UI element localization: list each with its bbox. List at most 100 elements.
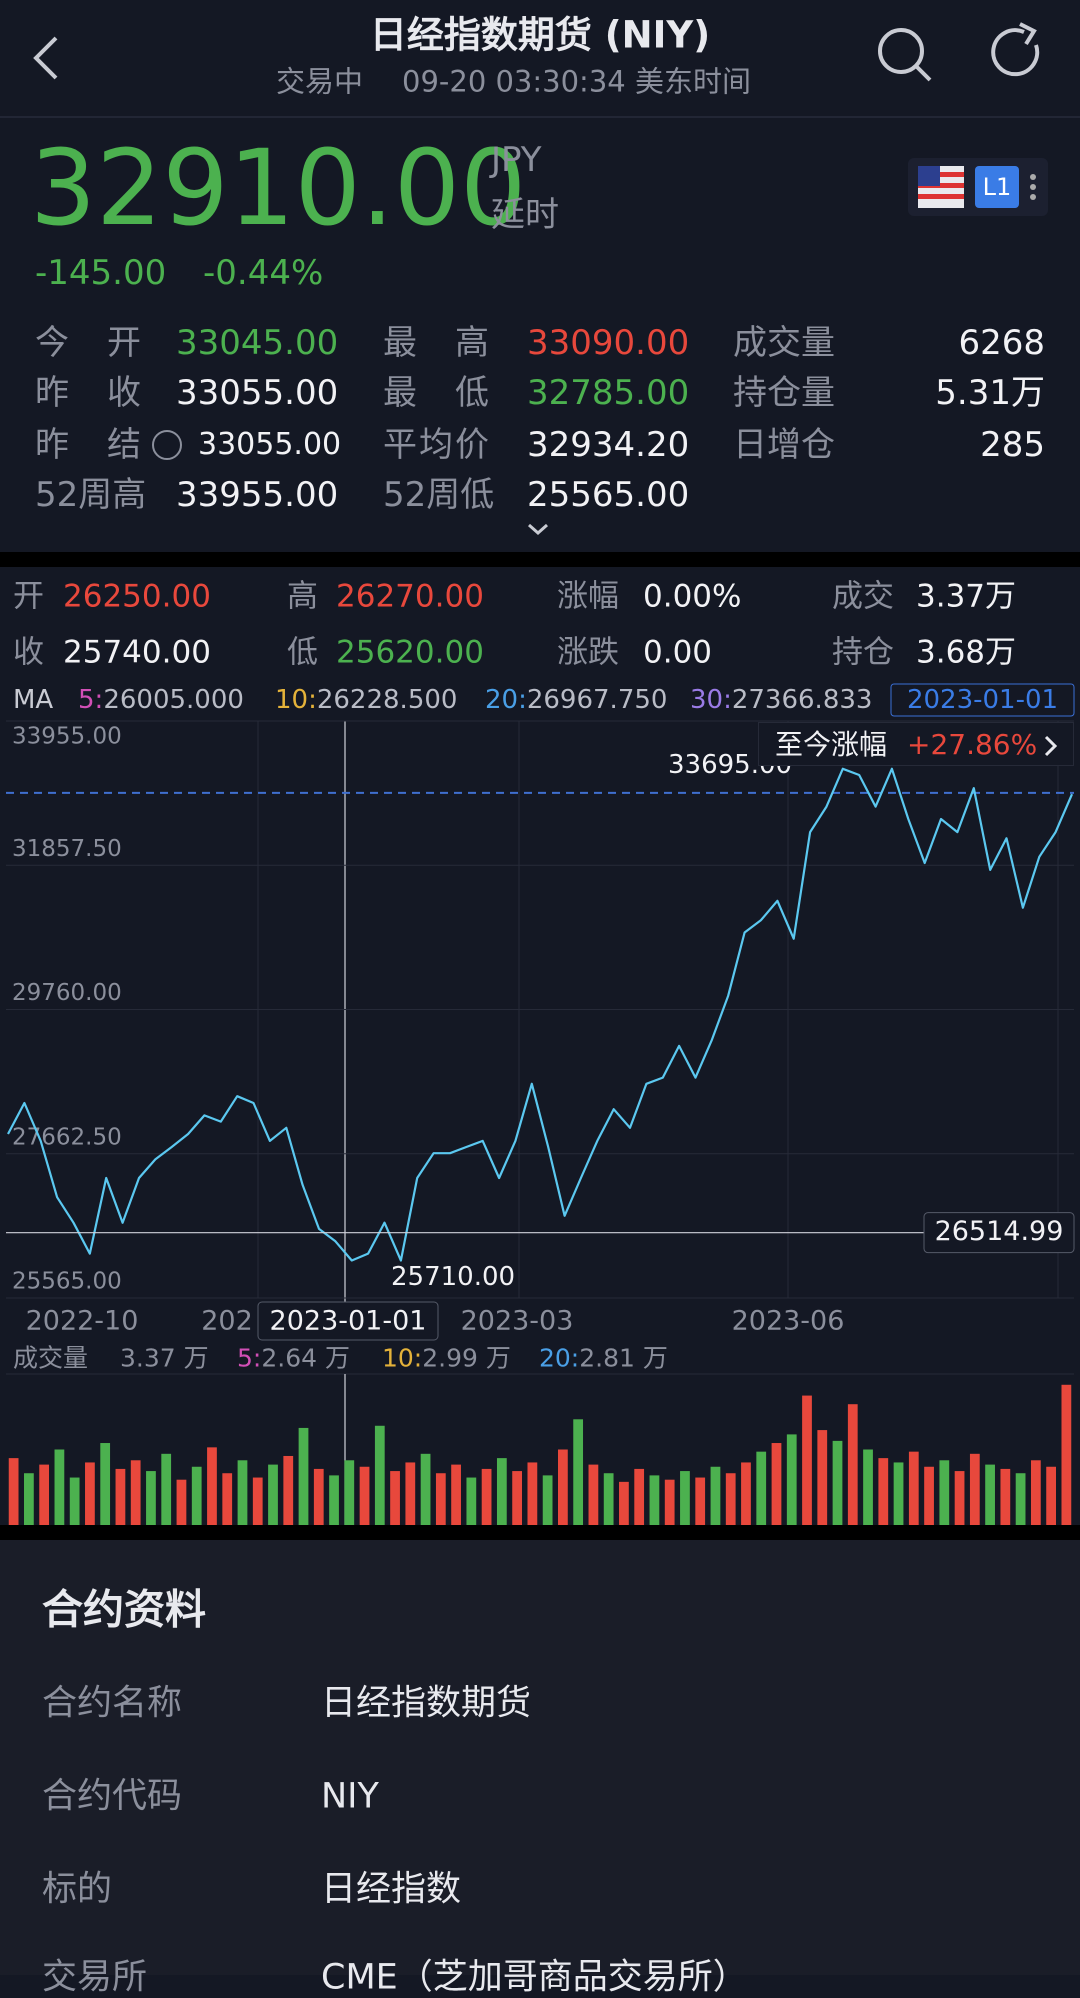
stat-label: 52周高 [35, 475, 147, 515]
volume-bar [878, 1458, 889, 1525]
ma-value: 26005.000 [103, 685, 244, 715]
contract-value: 日经指数期货 [321, 1683, 532, 1724]
ma-period: 5: [237, 1343, 262, 1373]
volume-bar [893, 1462, 904, 1525]
selected-date: 2023-01-01 [906, 685, 1059, 715]
market-flag[interactable] [908, 158, 1048, 216]
volume-bar [649, 1475, 660, 1525]
volume-bar [863, 1449, 873, 1525]
since-box[interactable]: 至今涨幅 +27.86% [758, 722, 1074, 766]
x-tick-label: 202 [201, 1305, 253, 1337]
volume-label: 成交量 [13, 1346, 88, 1371]
stat-label: 昨结 [35, 425, 141, 465]
info-value: 0.00 [643, 634, 713, 671]
crosshair-date: 2023-01-01 [269, 1305, 427, 1337]
volume-bar [237, 1460, 248, 1525]
stat-value: 6268 [958, 323, 1045, 363]
volume-bar [542, 1475, 553, 1525]
volume-bar [1046, 1466, 1056, 1525]
back-button[interactable] [33, 36, 58, 80]
volume-bar [496, 1458, 507, 1525]
volume-bar [512, 1471, 522, 1525]
volume-ma-item: 5:2.64 万 [237, 1346, 350, 1371]
y-tick-label: 27662.50 [12, 1124, 122, 1150]
info-label: 持仓 [832, 634, 894, 671]
refresh-button[interactable] [991, 22, 1040, 77]
volume-bar [802, 1395, 812, 1525]
info-value: 0.00% [643, 578, 742, 615]
divider [0, 552, 1080, 567]
collapse-toggle[interactable] [528, 523, 548, 536]
volume-bar [39, 1464, 50, 1525]
stat-label: 成交量 [733, 323, 835, 363]
volume-bar [558, 1449, 568, 1525]
stat-label: 今开 [35, 323, 141, 363]
volume-bar [695, 1477, 706, 1525]
volume-bar [191, 1466, 202, 1525]
info-value: 26250.00 [63, 578, 211, 615]
volume-bar [24, 1473, 34, 1525]
volume-bar [176, 1479, 187, 1525]
volume-bar [954, 1471, 965, 1525]
volume-bar [130, 1460, 141, 1525]
volume-bar [985, 1464, 995, 1525]
ma-period: 10: [382, 1343, 423, 1373]
min-label: 25710.00 [391, 1262, 516, 1292]
price-line [7, 767, 1074, 1262]
volume-bar [405, 1462, 416, 1525]
date-box [890, 683, 1075, 717]
ma-value: 2.99 万 [422, 1343, 511, 1373]
contract-label: 合约代码 [42, 1776, 183, 1817]
volume-bar [924, 1466, 934, 1525]
stat-value: 32934.20 [527, 425, 690, 465]
volume-bar [908, 1451, 919, 1525]
stat-value: 33055.00 [176, 373, 339, 413]
volume-bar [344, 1460, 355, 1525]
volume-bar [786, 1434, 797, 1525]
ma-period: 10: [275, 685, 317, 715]
ma-value: 26967.750 [526, 685, 668, 715]
contract-value: CME（芝加哥商品交易所） [321, 1957, 748, 1998]
volume-bar [451, 1464, 461, 1525]
ma-item: 5:26005.000 [78, 687, 244, 713]
volume-bar [832, 1440, 843, 1525]
volume-bar [481, 1468, 492, 1525]
level-badge[interactable]: L1 [982, 173, 1012, 201]
x-tick-label: 2023-03 [460, 1305, 574, 1337]
volume-bar [313, 1468, 324, 1525]
stat-value: 25565.00 [527, 475, 690, 515]
volume-bar [847, 1404, 858, 1525]
volume-ma-item: 20:2.81 万 [539, 1346, 668, 1371]
divider [0, 1525, 1080, 1540]
volume-ma-item: 10:2.99 万 [382, 1346, 511, 1371]
crosshair-price-box [923, 1212, 1075, 1254]
volume-bar [390, 1471, 400, 1525]
stat-value: 33045.00 [176, 323, 339, 363]
currency: JPY [491, 140, 542, 180]
info-label: 收 [13, 634, 44, 671]
volume-bar [100, 1443, 111, 1525]
contract-label: 合约名称 [42, 1683, 183, 1724]
crosshair-price: 26514.99 [935, 1216, 1064, 1247]
chevron [1044, 735, 1058, 757]
vertical-grid [6, 721, 1074, 1375]
info-label: 高 [287, 578, 318, 615]
info-value: 3.68万 [916, 634, 1017, 671]
volume-bar [1061, 1384, 1072, 1525]
search-button[interactable] [878, 28, 932, 82]
volume-bar [420, 1453, 431, 1525]
volume-total: 3.37 万 [120, 1343, 209, 1373]
volume-bar [374, 1425, 385, 1525]
volume-bar [359, 1466, 370, 1525]
last-price: 32910.00 [30, 127, 527, 249]
volume-bar [969, 1453, 980, 1525]
info-label: 成交 [832, 578, 894, 615]
volume-title: 成交量 [13, 1343, 89, 1373]
stat-label: 日增仓 [733, 425, 835, 465]
ma-value: 2.64 万 [261, 1343, 350, 1373]
volume-bar [710, 1466, 721, 1525]
stat-value: 33090.00 [527, 323, 690, 363]
volume-bar [1030, 1460, 1041, 1525]
info-icon[interactable] [152, 430, 182, 460]
